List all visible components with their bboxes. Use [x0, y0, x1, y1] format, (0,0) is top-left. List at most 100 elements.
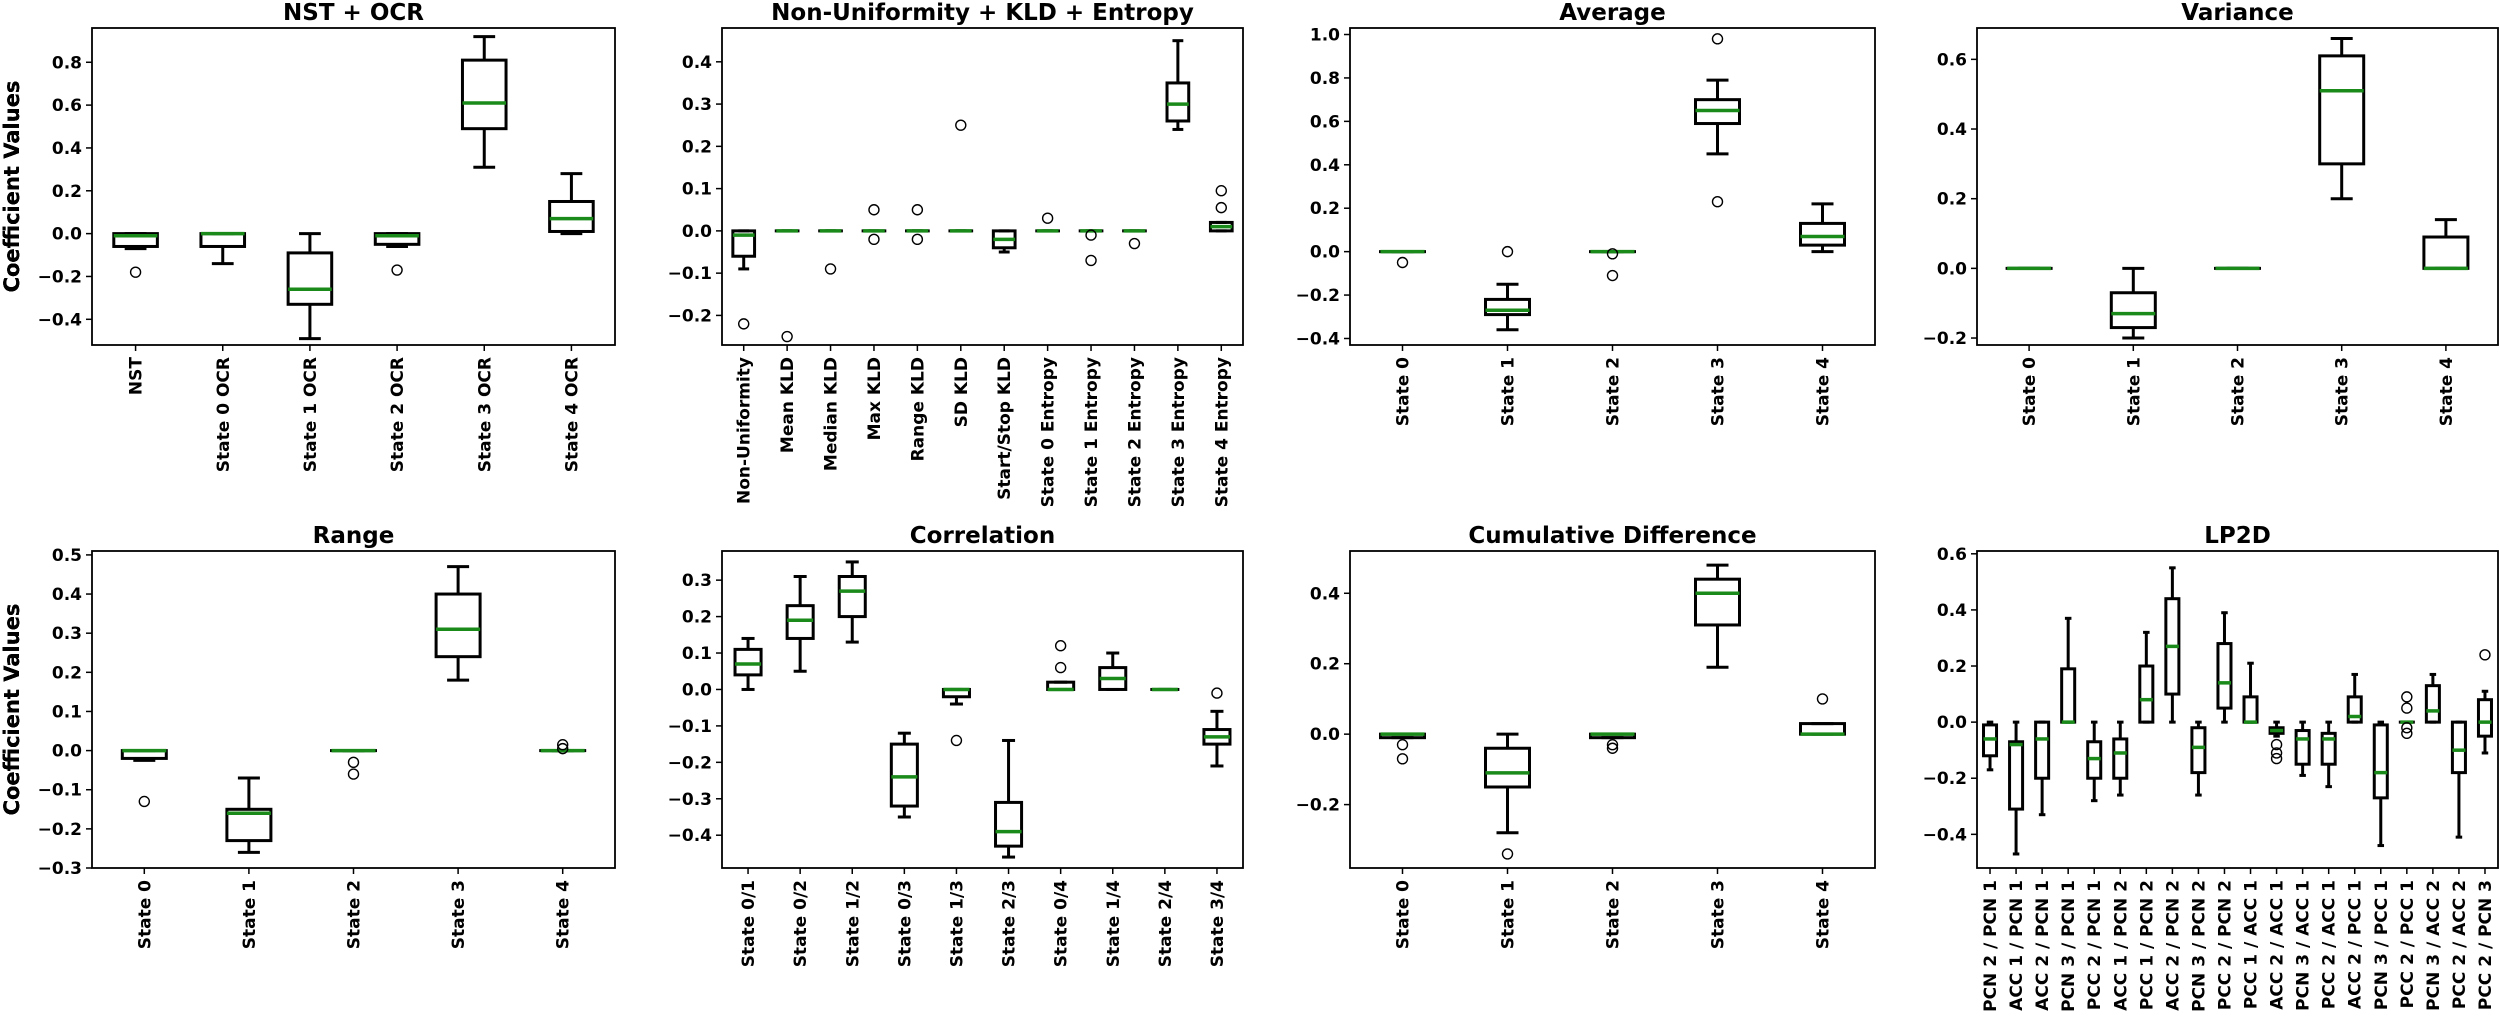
outlier-point	[138, 795, 151, 808]
box-plot-2	[225, 776, 273, 854]
x-tick-label: State 4 OCR	[562, 357, 582, 472]
x-tick-label: State 1 Entropy	[1082, 357, 1102, 507]
y-axis-label: Coefficient Values	[0, 81, 24, 293]
y-tick-label: 0.3	[52, 624, 82, 644]
chart-panel: LP2D Coefficient Values −0.4 −0.2 0.0 0.2 0.4 0…	[0, 523, 2499, 1012]
box-plot-2	[2109, 266, 2157, 340]
x-tick-label: ACC 1 / PCN 2	[2111, 880, 2131, 1011]
box-plot-18	[2424, 672, 2441, 724]
iqr-box	[785, 604, 815, 640]
x-tick-label: Non-Uniformity	[735, 357, 755, 504]
box-plot-8	[2164, 566, 2181, 724]
iqr-box	[1165, 81, 1191, 123]
box-plot-1	[731, 229, 757, 330]
box-plot-10	[1202, 687, 1232, 768]
y-axis-label: Coefficient Values	[0, 604, 24, 816]
x-tick-label: State 2 Entropy	[1125, 357, 1145, 507]
chart-panel: NST + OCR Coefficient Values −0.4 −0.2 0.0 0.…	[0, 0, 616, 472]
outlier-point	[1816, 693, 1829, 705]
y-tick-label: −0.2	[1923, 329, 1967, 349]
x-tick-label: State 4	[1814, 357, 1834, 426]
iqr-box	[225, 807, 273, 843]
iqr-box	[1799, 221, 1846, 247]
x-tick-label: State 0/2	[791, 880, 811, 967]
y-tick-label: 0.8	[1310, 69, 1340, 89]
chart-title: Average	[1559, 0, 1666, 26]
y-tick-label: −0.2	[1923, 769, 1967, 789]
x-tick-label: ACC 2 / ACC 1	[2268, 880, 2288, 1010]
x-tick-label: PCC 1 / ACC 1	[2242, 880, 2262, 1009]
iqr-box	[112, 232, 159, 248]
x-tick-label: State 1	[2124, 357, 2144, 426]
plot-frame	[1976, 27, 2499, 346]
chart-panel: Range Coefficient Values −0.3 −0.2 −0.1 0.0 0.…	[0, 523, 616, 949]
box-plot-6	[994, 738, 1024, 859]
y-tick-label: −0.2	[1296, 796, 1340, 816]
plot-frame	[91, 27, 616, 346]
outlier-point	[1215, 201, 1227, 214]
iqr-box	[434, 592, 482, 659]
box-plot-2	[774, 229, 800, 343]
x-tick-label: State 0 Entropy	[1039, 357, 1059, 507]
outlier-point	[1041, 212, 1054, 224]
y-axis-label: Coefficient Values	[0, 81, 24, 293]
iqr-box	[2008, 740, 2025, 811]
plot-frame	[721, 550, 1244, 869]
outlier-point	[391, 264, 403, 276]
y-tick-label: 0.0	[1937, 713, 1967, 733]
box-plot-2	[2008, 720, 2025, 856]
outlier-point	[911, 233, 924, 246]
outlier-point	[347, 756, 360, 769]
x-tick-label: PCC 2 / ACC 1	[2320, 880, 2340, 1009]
box-plot-4	[373, 232, 421, 276]
y-tick-label: −0.4	[1923, 825, 1968, 845]
x-tick-label: State 2/4	[1156, 880, 1176, 967]
outlier-point	[738, 318, 750, 330]
outlier-point	[781, 330, 793, 343]
iqr-box	[2346, 695, 2363, 724]
x-tick-label: Median KLD	[822, 357, 842, 471]
y-tick-label: 0.0	[1310, 243, 1340, 263]
box-plot-6	[548, 172, 595, 236]
outlier-point	[1396, 256, 1409, 269]
box-plot-3	[818, 229, 843, 275]
iqr-box	[2216, 642, 2233, 710]
box-plot-6	[948, 119, 974, 233]
y-axis-label: Coefficient Values	[0, 604, 24, 816]
outlier-point	[2401, 702, 2413, 714]
box-plot-20	[2476, 649, 2493, 755]
x-tick-label: State 3	[1709, 880, 1729, 949]
outlier-point	[347, 768, 360, 780]
y-tick-label: 0.0	[52, 225, 82, 245]
y-tick-label: −0.2	[38, 267, 82, 287]
chart-title: LP2D	[2204, 523, 2271, 549]
y-tick-label: 0.1	[682, 644, 712, 664]
outlier-point	[129, 266, 142, 278]
iqr-box	[460, 58, 508, 131]
box-plot-4	[434, 565, 482, 682]
x-tick-label: State 0	[2020, 357, 2040, 426]
box-plot-1	[733, 636, 763, 691]
iqr-box	[2138, 664, 2155, 724]
chart-panel: Average Coefficient Values −0.4 −0.2 0.0 0.2 0…	[0, 0, 1876, 426]
box-plot-19	[2450, 720, 2467, 839]
iqr-box	[2476, 698, 2493, 738]
x-tick-label: PCC 2 / PCN 1	[2085, 880, 2105, 1010]
x-tick-label: State 1	[240, 880, 260, 949]
iqr-box	[2294, 729, 2311, 766]
y-tick-label: 0.2	[1937, 657, 1967, 677]
x-tick-label: State 1/2	[843, 880, 863, 967]
y-tick-label: −0.1	[668, 264, 712, 284]
x-tick-label: State 3	[1709, 357, 1729, 426]
y-axis-label: Coefficient Values	[0, 81, 24, 293]
y-tick-label: 0.4	[1937, 601, 1967, 621]
y-tick-label: −0.2	[38, 820, 82, 840]
y-tick-label: 0.0	[1310, 725, 1340, 745]
box-plot-5	[539, 739, 587, 755]
y-tick-label: 0.0	[682, 222, 712, 242]
outlier-point	[1606, 742, 1619, 754]
y-tick-label: 0.0	[52, 742, 82, 762]
x-tick-label: ACC 1 / PCN 1	[2007, 880, 2027, 1011]
y-tick-label: −0.2	[1296, 286, 1340, 306]
